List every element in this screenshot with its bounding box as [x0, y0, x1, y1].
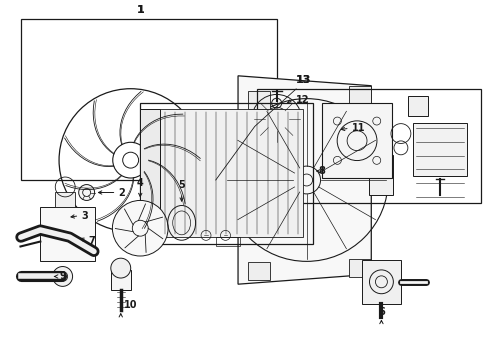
Bar — [21, 19, 277, 180]
Bar — [160, 109, 303, 237]
Text: 12: 12 — [295, 95, 309, 105]
Text: 13: 13 — [296, 75, 312, 85]
Bar — [248, 91, 270, 109]
Bar — [111, 270, 131, 290]
Text: 9: 9 — [59, 271, 66, 282]
Circle shape — [111, 258, 131, 278]
Bar — [55, 192, 75, 207]
Text: 6: 6 — [378, 307, 385, 317]
Text: 1: 1 — [136, 5, 144, 15]
Circle shape — [112, 201, 168, 256]
Bar — [369, 155, 393, 195]
Bar — [248, 262, 270, 280]
Text: 5: 5 — [178, 180, 185, 190]
Text: 13: 13 — [296, 75, 312, 85]
Bar — [362, 260, 401, 303]
Bar — [207, 147, 223, 183]
Text: 7: 7 — [89, 236, 96, 246]
Bar — [408, 96, 428, 116]
Bar — [216, 237, 240, 246]
Text: 10: 10 — [124, 300, 137, 310]
Circle shape — [53, 266, 73, 286]
Polygon shape — [238, 76, 371, 284]
Circle shape — [79, 185, 95, 201]
Text: 8: 8 — [318, 166, 325, 176]
Bar — [349, 260, 371, 277]
Bar — [140, 109, 160, 237]
Bar — [322, 103, 392, 179]
Bar — [40, 207, 95, 261]
Bar — [140, 103, 313, 244]
Text: 11: 11 — [352, 123, 365, 133]
Text: 1: 1 — [136, 5, 144, 15]
Bar — [349, 86, 371, 104]
Circle shape — [201, 151, 229, 179]
Text: 2: 2 — [119, 188, 125, 198]
Text: 4: 4 — [137, 177, 144, 188]
Bar — [413, 123, 466, 176]
Text: 3: 3 — [81, 211, 88, 221]
Bar — [257, 89, 481, 203]
